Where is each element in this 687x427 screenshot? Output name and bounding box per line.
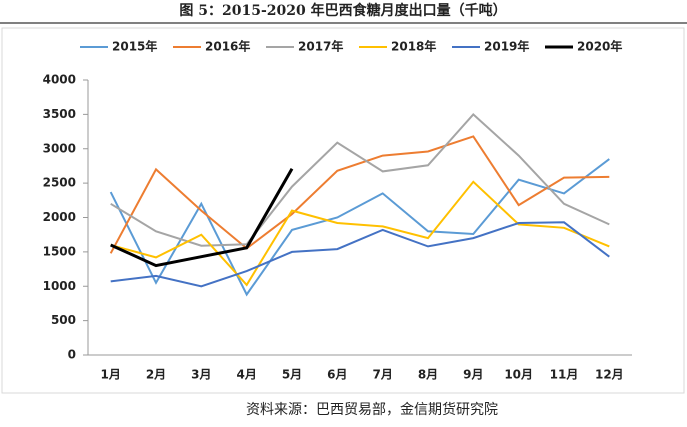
legend-label: 2018年 <box>391 39 436 54</box>
legend-label: 2019年 <box>484 39 529 54</box>
y-tick-label: 500 <box>51 313 76 327</box>
series-line <box>110 167 294 268</box>
series-line <box>110 112 610 247</box>
x-tick-label: 5月 <box>282 368 302 382</box>
chart-frame <box>1 27 685 394</box>
x-tick-label: 10月 <box>504 368 533 382</box>
y-tick-label: 1000 <box>43 279 76 293</box>
chart-title: 图 5：2015-2020 年巴西食糖月度出口量（千吨） <box>179 2 506 19</box>
legend-label: 2015年 <box>112 39 157 54</box>
legend-label: 2017年 <box>298 39 343 54</box>
y-tick-label: 2500 <box>43 176 76 190</box>
x-tick-label: 7月 <box>372 368 392 382</box>
x-tick-label: 8月 <box>418 368 438 382</box>
x-tick-label: 3月 <box>191 368 211 382</box>
legend-label: 2016年 <box>205 39 250 54</box>
y-tick-label: 1500 <box>43 244 76 258</box>
x-tick-label: 9月 <box>463 368 483 382</box>
source: 资料来源：巴西贸易部，金信期货研究院 <box>246 401 498 418</box>
x-tick-label: 4月 <box>236 368 256 382</box>
y-tick-label: 2000 <box>43 210 76 224</box>
x-tick-label: 11月 <box>550 368 579 382</box>
x-tick-label: 12月 <box>595 368 624 382</box>
series-line <box>110 180 610 287</box>
series-line <box>109 135 610 254</box>
y-tick-label: 3500 <box>43 107 76 121</box>
x-tick-label: 1月 <box>100 368 120 382</box>
series-line <box>109 158 610 297</box>
x-tick-label: 2月 <box>146 368 166 382</box>
legend-label: 2020年 <box>577 39 622 54</box>
series-line <box>110 221 610 288</box>
y-tick-label: 3000 <box>43 141 76 155</box>
x-tick-label: 6月 <box>327 368 347 382</box>
y-tick-label: 0 <box>68 348 76 362</box>
y-tick-label: 4000 <box>43 73 76 87</box>
